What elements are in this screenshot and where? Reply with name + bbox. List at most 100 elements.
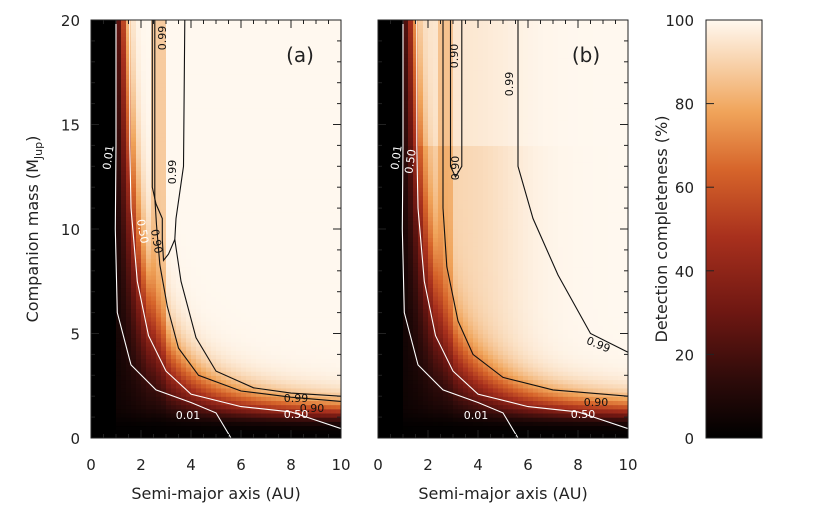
heatmap-cell <box>191 149 197 155</box>
heatmap-cell <box>106 387 112 393</box>
heatmap-cell <box>151 408 157 414</box>
heatmap-cell <box>316 49 322 55</box>
heatmap-cell <box>146 421 152 427</box>
heatmap-cell <box>171 308 177 314</box>
heatmap-cell <box>116 183 122 188</box>
heatmap-cell <box>206 262 212 268</box>
heatmap-cell <box>211 320 217 326</box>
heatmap-cell <box>216 61 222 67</box>
heatmap-cell <box>96 203 102 209</box>
heatmap-cell <box>311 183 317 188</box>
heatmap-cell <box>336 149 341 155</box>
heatmap-cell <box>281 208 287 213</box>
heatmap-cell <box>221 249 227 255</box>
heatmap-cell <box>236 137 242 142</box>
heatmap-cell <box>221 32 227 38</box>
heatmap-cell <box>131 408 137 414</box>
heatmap-cell <box>271 78 277 84</box>
heatmap-cell <box>211 325 217 330</box>
heatmap-cell <box>101 132 107 138</box>
heatmap-cell <box>281 153 287 159</box>
heatmap-cell <box>296 120 302 126</box>
heatmap-cell <box>206 49 212 55</box>
heatmap-cell <box>201 24 207 29</box>
heatmap-cell <box>246 178 252 184</box>
heatmap-cell <box>126 237 132 243</box>
heatmap-cell <box>141 153 147 159</box>
heatmap-cell <box>161 300 167 305</box>
heatmap-cell <box>246 258 252 264</box>
heatmap-cell <box>96 157 102 163</box>
heatmap-cell <box>121 241 127 247</box>
heatmap-cell <box>271 170 277 176</box>
heatmap-cell <box>141 396 147 401</box>
heatmap-cell <box>121 350 127 355</box>
heatmap-cell <box>106 174 112 180</box>
heatmap-cell <box>126 383 132 389</box>
heatmap-cell <box>91 279 97 284</box>
heatmap-cell <box>261 375 267 381</box>
heatmap-cell <box>201 111 207 117</box>
heatmap-cell <box>171 170 177 176</box>
heatmap-cell <box>166 266 172 272</box>
heatmap-cell <box>191 308 197 314</box>
heatmap-cell <box>216 137 222 142</box>
heatmap-cell <box>111 74 117 80</box>
heatmap-cell <box>311 191 317 197</box>
heatmap-cell <box>156 153 162 159</box>
heatmap-cell <box>191 153 197 159</box>
heatmap-cell <box>221 86 227 92</box>
heatmap-cell <box>271 99 277 105</box>
heatmap-cell <box>191 258 197 264</box>
heatmap-cell <box>161 396 167 401</box>
heatmap-cell <box>151 258 157 264</box>
heatmap-cell <box>211 270 217 276</box>
heatmap-cell <box>116 120 122 126</box>
heatmap-cell <box>336 325 341 330</box>
heatmap-cell <box>171 366 177 372</box>
heatmap-cell <box>271 312 277 318</box>
heatmap-cell <box>156 45 162 50</box>
heatmap-cell <box>211 229 217 234</box>
heatmap-cell <box>231 295 237 301</box>
heatmap-cell <box>326 396 332 401</box>
heatmap-cell <box>151 254 157 259</box>
heatmap-cell <box>161 387 167 393</box>
heatmap-cell <box>171 241 177 247</box>
heatmap-cell <box>176 61 182 67</box>
heatmap-cell <box>261 392 267 397</box>
heatmap-cell <box>151 111 157 117</box>
heatmap-cell <box>96 45 102 50</box>
heatmap-cell <box>216 74 222 80</box>
heatmap-cell <box>166 183 172 188</box>
heatmap-cell <box>181 187 187 192</box>
heatmap-cell <box>261 137 267 142</box>
heatmap-cell <box>336 320 341 326</box>
heatmap-cell <box>161 91 167 96</box>
heatmap-cell <box>236 145 242 151</box>
heatmap-cell <box>131 350 137 355</box>
heatmap-cell <box>166 70 172 75</box>
heatmap-cell <box>246 149 252 155</box>
heatmap-cell <box>286 208 292 213</box>
heatmap-cell <box>291 70 297 75</box>
heatmap-cell <box>211 237 217 243</box>
heatmap-cell <box>211 375 217 381</box>
heatmap-cell <box>286 203 292 209</box>
heatmap-cell <box>286 40 292 46</box>
heatmap-cell <box>141 32 147 38</box>
heatmap-cell <box>336 195 341 201</box>
heatmap-cell <box>171 145 177 151</box>
heatmap-cell <box>171 283 177 289</box>
heatmap-cell <box>336 162 341 167</box>
heatmap-cell <box>121 203 127 209</box>
heatmap-cell <box>186 266 192 272</box>
heatmap-cell <box>96 350 102 355</box>
heatmap-cell <box>296 379 302 385</box>
heatmap-cell <box>306 337 312 343</box>
heatmap-cell <box>296 366 302 372</box>
heatmap-cell <box>221 304 227 310</box>
heatmap-cell <box>136 304 142 310</box>
heatmap-cell <box>276 262 282 268</box>
heatmap-cell <box>266 341 272 347</box>
